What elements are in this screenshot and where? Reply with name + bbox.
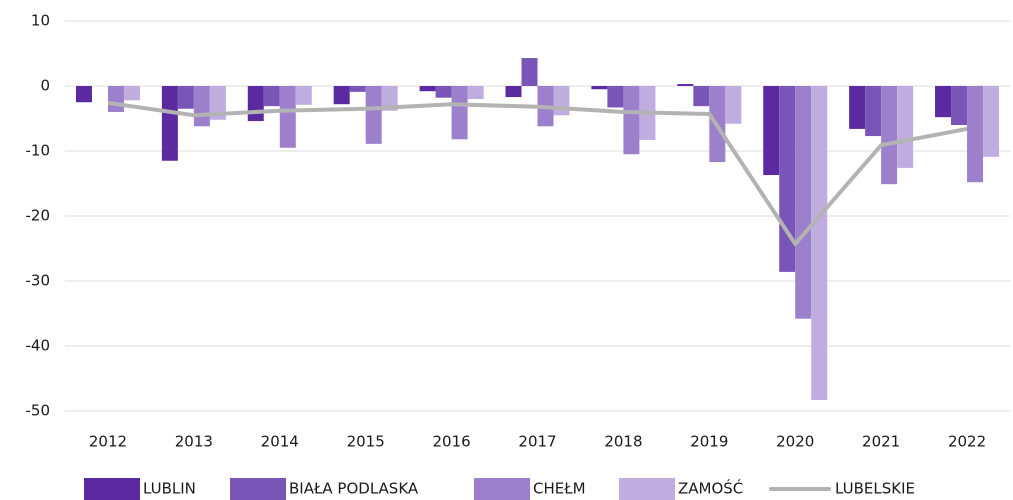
x-tick-label: 2020	[776, 433, 814, 451]
x-tick-label: 2018	[604, 433, 642, 451]
y-tick-label: -10	[26, 142, 51, 160]
bar	[591, 86, 608, 90]
bar	[381, 86, 398, 111]
x-tick-label: 2013	[175, 433, 213, 451]
legend-swatch	[230, 478, 286, 500]
bar	[123, 86, 140, 101]
bar	[467, 86, 484, 99]
bar	[247, 86, 264, 122]
x-tick-label: 2017	[518, 433, 556, 451]
y-tick-label: -30	[26, 272, 51, 290]
bar	[865, 86, 882, 137]
bar	[295, 86, 312, 105]
bar	[177, 86, 194, 109]
bar	[983, 86, 1000, 157]
legend-label: ZAMOŚĆ	[678, 479, 743, 498]
bar	[849, 86, 866, 129]
bar	[349, 86, 366, 92]
bar	[779, 86, 796, 272]
x-tick-label: 2016	[432, 433, 470, 451]
x-tick-label: 2015	[347, 433, 385, 451]
x-tick-label: 2022	[948, 433, 986, 451]
bar	[935, 86, 952, 118]
bar	[623, 86, 640, 155]
legend-label: LUBLIN	[143, 480, 196, 498]
x-tick-label: 2019	[690, 433, 728, 451]
y-tick-label: -50	[26, 402, 51, 420]
bar	[209, 86, 226, 120]
bar	[193, 86, 210, 127]
bar	[553, 86, 570, 116]
bar	[333, 86, 350, 105]
legend-label: BIAŁA PODLASKA	[289, 480, 419, 498]
bar	[607, 86, 624, 108]
legend-swatch	[474, 478, 530, 500]
bar	[161, 86, 178, 161]
y-tick-label: -40	[26, 337, 51, 355]
bar	[881, 86, 898, 185]
bar	[365, 86, 382, 144]
legend-label: CHEŁM	[533, 480, 586, 498]
y-tick-label: 10	[31, 12, 50, 30]
bar	[263, 86, 280, 107]
bar	[75, 86, 92, 103]
bar	[951, 86, 968, 125]
legend-swatch	[84, 478, 140, 500]
bar	[451, 86, 468, 140]
bar	[725, 86, 742, 124]
bar	[107, 86, 124, 112]
bar	[677, 84, 694, 86]
bar	[763, 86, 780, 176]
legend-label: LUBELSKIE	[835, 480, 915, 498]
bar	[897, 86, 914, 168]
y-tick-label: 0	[40, 77, 50, 95]
x-tick-label: 2012	[89, 433, 127, 451]
bar	[279, 86, 296, 148]
legend-swatch	[619, 478, 675, 500]
bar	[435, 86, 452, 98]
bar	[811, 86, 828, 400]
bar	[795, 86, 812, 319]
y-tick-label: -20	[26, 207, 51, 225]
bar	[967, 86, 984, 183]
bar	[693, 86, 710, 107]
bar	[505, 86, 522, 98]
bar	[419, 86, 436, 92]
x-tick-label: 2021	[862, 433, 900, 451]
bar	[521, 58, 538, 86]
x-tick-label: 2014	[261, 433, 299, 451]
line	[107, 100, 968, 246]
